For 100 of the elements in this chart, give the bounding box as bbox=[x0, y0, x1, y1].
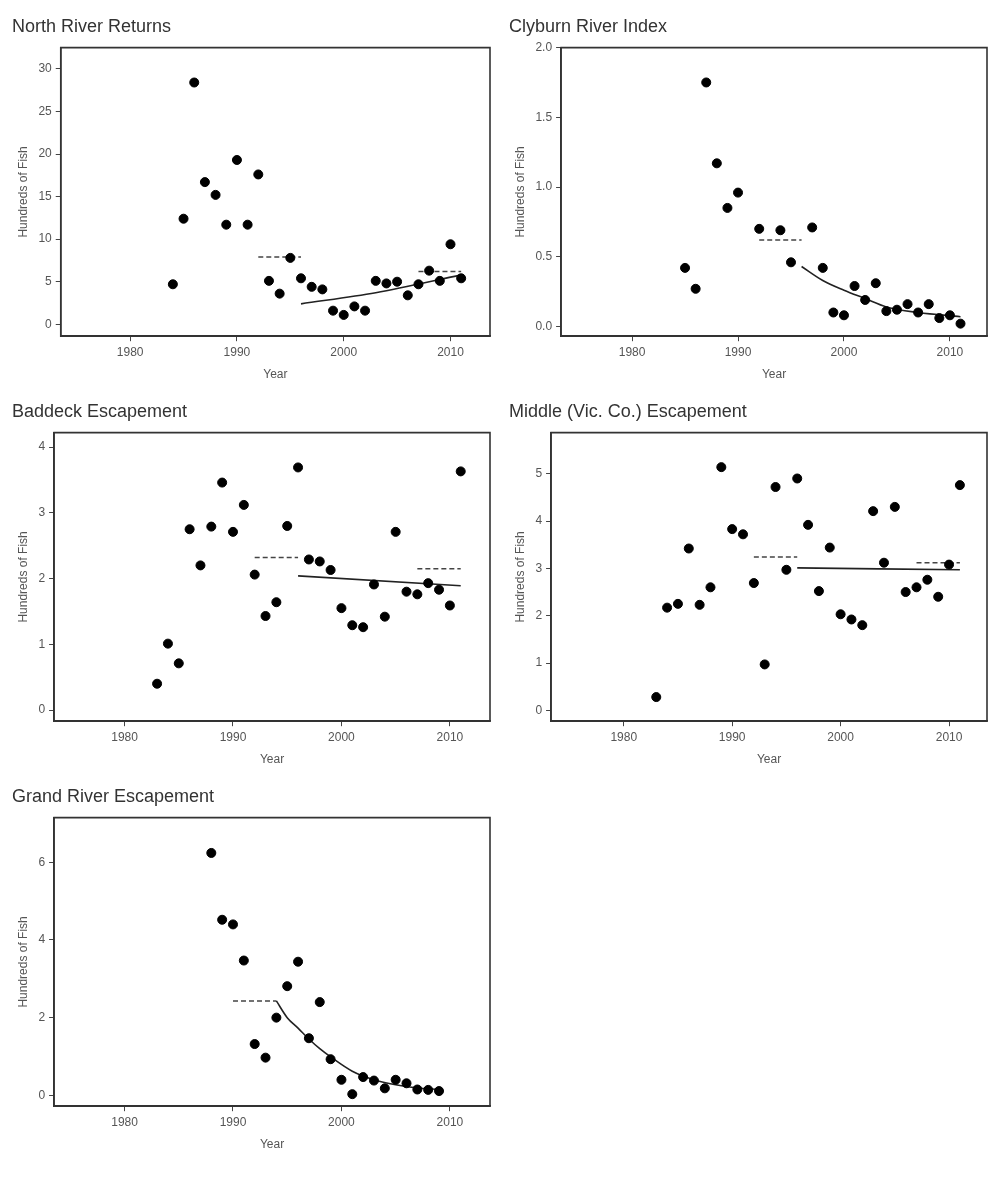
y-axis-title: Hundreds of Fish bbox=[15, 146, 30, 238]
point bbox=[274, 288, 285, 299]
point bbox=[368, 579, 379, 590]
point bbox=[325, 565, 336, 575]
point bbox=[705, 582, 716, 593]
point bbox=[922, 574, 933, 585]
point bbox=[260, 1052, 271, 1063]
point bbox=[314, 997, 325, 1008]
y-tick-label: 30 bbox=[38, 61, 53, 76]
x-tick-label: 1980 bbox=[111, 729, 139, 744]
x-tick-label: 2010 bbox=[437, 344, 465, 359]
point bbox=[249, 1039, 260, 1050]
y-tick-label: 0 bbox=[45, 316, 53, 331]
point bbox=[379, 611, 390, 622]
y-tick-label: 5 bbox=[45, 274, 53, 289]
chart-title: Grand River Escapement bbox=[12, 785, 215, 806]
point bbox=[902, 299, 913, 310]
point bbox=[328, 305, 339, 316]
point bbox=[846, 614, 857, 625]
point bbox=[694, 599, 705, 610]
point bbox=[392, 276, 403, 287]
x-tick-label: 1990 bbox=[223, 344, 251, 359]
point bbox=[900, 587, 911, 598]
point bbox=[338, 309, 349, 320]
point bbox=[891, 304, 902, 315]
point bbox=[199, 177, 210, 188]
point bbox=[781, 564, 792, 575]
point bbox=[701, 77, 712, 88]
point bbox=[733, 187, 744, 198]
point bbox=[231, 154, 242, 165]
point bbox=[379, 1083, 390, 1094]
point bbox=[401, 586, 412, 597]
point bbox=[913, 307, 924, 318]
x-axis-title: Year bbox=[259, 1137, 285, 1152]
point bbox=[162, 638, 173, 649]
x-tick-label: 1990 bbox=[219, 1114, 247, 1129]
point bbox=[722, 202, 733, 213]
point bbox=[358, 622, 369, 633]
y-tick-label: 4 bbox=[38, 932, 46, 947]
x-tick-label: 1980 bbox=[610, 729, 638, 744]
x-tick-label: 1980 bbox=[116, 344, 144, 359]
point bbox=[210, 189, 221, 200]
point bbox=[933, 591, 944, 602]
point bbox=[813, 586, 824, 597]
point bbox=[271, 597, 282, 608]
point bbox=[228, 526, 238, 537]
point bbox=[381, 278, 392, 289]
point bbox=[314, 556, 325, 567]
point bbox=[727, 524, 738, 535]
point bbox=[456, 273, 467, 284]
point bbox=[336, 603, 347, 614]
point bbox=[306, 281, 317, 292]
point bbox=[690, 283, 701, 294]
point bbox=[221, 219, 232, 230]
point bbox=[401, 1078, 412, 1089]
point bbox=[434, 584, 445, 595]
point bbox=[282, 520, 293, 531]
point bbox=[934, 313, 945, 324]
point bbox=[238, 499, 249, 510]
point bbox=[271, 1012, 282, 1023]
point bbox=[152, 678, 163, 689]
point bbox=[189, 77, 200, 88]
x-tick-label: 2000 bbox=[328, 1114, 356, 1129]
point bbox=[807, 222, 818, 233]
point bbox=[754, 223, 765, 234]
point bbox=[253, 169, 264, 180]
y-tick-label: 5 bbox=[535, 466, 543, 481]
x-tick-label: 2000 bbox=[827, 729, 855, 744]
y-axis-title: Hundreds of Fish bbox=[512, 531, 527, 623]
x-axis-title: Year bbox=[761, 367, 787, 382]
y-tick-label: 2 bbox=[535, 608, 543, 623]
point bbox=[402, 290, 413, 301]
x-tick-label: 2000 bbox=[830, 344, 858, 359]
point bbox=[336, 1074, 347, 1085]
point bbox=[785, 257, 796, 268]
y-tick-label: 1 bbox=[535, 655, 543, 670]
y-tick-label: 6 bbox=[38, 854, 46, 869]
point bbox=[424, 265, 435, 276]
point bbox=[347, 1089, 358, 1100]
point bbox=[445, 239, 456, 250]
point bbox=[368, 1075, 379, 1086]
point bbox=[282, 981, 293, 992]
y-tick-label: 1.0 bbox=[535, 179, 553, 194]
point bbox=[738, 529, 749, 540]
x-axis-title: Year bbox=[756, 752, 782, 767]
point bbox=[434, 1086, 445, 1097]
point bbox=[195, 560, 206, 571]
point bbox=[260, 611, 271, 622]
point bbox=[849, 281, 860, 292]
point bbox=[303, 554, 314, 565]
point bbox=[680, 262, 691, 273]
point bbox=[285, 252, 296, 263]
point bbox=[293, 462, 304, 473]
x-tick-label: 1980 bbox=[618, 344, 646, 359]
point bbox=[954, 480, 965, 491]
x-tick-label: 1990 bbox=[718, 729, 746, 744]
point bbox=[444, 600, 455, 611]
y-tick-label: 4 bbox=[535, 513, 543, 528]
chart-title: Clyburn River Index bbox=[509, 15, 668, 36]
y-tick-label: 10 bbox=[38, 231, 53, 246]
